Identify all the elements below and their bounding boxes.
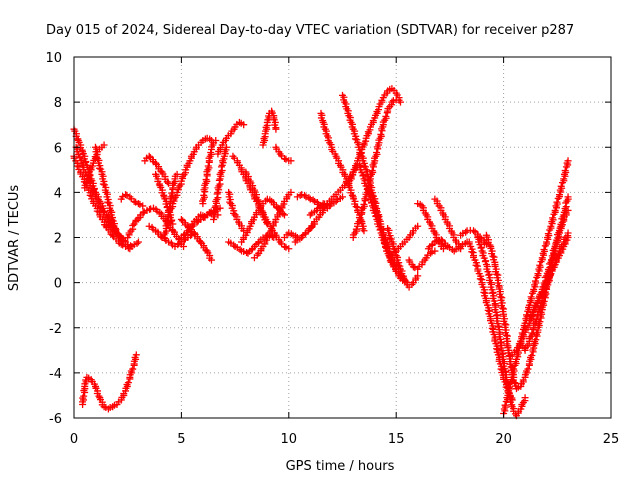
series-markers [474,234,529,420]
series-24 [250,188,295,262]
series-35 [345,85,404,187]
series-markers [465,238,516,404]
series-4 [91,143,119,232]
series-markers [117,191,147,210]
series-markers [141,152,173,187]
series-0 [70,125,130,246]
series-markers [242,168,271,228]
series-markers [70,125,130,246]
series-markers [366,188,409,284]
y-tick-label: 4 [54,186,62,201]
series-32 [317,109,336,151]
series-markers [306,193,346,219]
series-38 [366,188,409,284]
series-markers [317,109,336,151]
series-markers [405,247,439,273]
series-8 [141,152,173,187]
series-16 [198,136,220,208]
series-40 [392,222,422,255]
x-axis-label: GPS time / hours [286,459,395,474]
series-markers [293,191,331,212]
series-markers [165,134,215,219]
y-tick-label: -4 [49,367,62,382]
y-tick-label: 2 [54,232,62,247]
series-31 [306,193,346,219]
series-markers [525,234,572,323]
series-markers [91,143,119,232]
x-axis-ticks: 0 5 10 15 20 25 [70,57,619,447]
series-markers [384,224,422,291]
series-23 [242,168,271,228]
series-markers [500,157,572,417]
series-markers [79,351,140,413]
series-52 [525,234,572,323]
series-41 [405,247,439,273]
series-18 [214,118,248,158]
y-tick-label: 8 [54,96,62,111]
series-5 [104,211,142,251]
series-39 [384,224,422,291]
series-markers [431,195,465,253]
x-tick-label: 0 [70,432,78,447]
series-12 [165,134,215,219]
series-markers [345,85,404,187]
y-tick-label: -2 [49,322,62,337]
series-26 [272,143,295,165]
x-tick-label: 10 [281,432,298,447]
chart-title: Day 015 of 2024, Sidereal Day-to-day VTE… [46,23,574,38]
y-tick-label: -6 [49,412,62,427]
y-axis-ticks: -6 -4 -2 0 2 4 6 8 10 [45,51,611,427]
series-markers [210,143,231,223]
y-tick-label: 6 [54,141,62,156]
series-19 [225,188,248,235]
y-axis-label: SDTVAR / TECUs [7,185,22,292]
series-46 [465,238,516,404]
series-markers [250,188,295,262]
series-44 [431,195,465,253]
series-53 [79,351,140,413]
series-6 [117,191,147,210]
series-47 [474,234,529,420]
data-series [70,85,572,420]
series-markers [104,211,142,251]
x-tick-label: 25 [603,432,620,447]
series-markers [259,107,280,149]
series-markers [198,136,220,208]
series-markers [214,118,248,158]
series-markers [272,143,295,165]
x-tick-label: 5 [177,432,185,447]
x-tick-label: 15 [388,432,405,447]
series-markers [392,222,422,255]
y-tick-label: 10 [45,51,62,66]
series-29 [293,191,331,212]
x-tick-label: 20 [495,432,512,447]
y-tick-label: 0 [54,277,62,292]
series-49 [500,157,572,417]
series-markers [225,188,248,235]
series-25 [259,107,280,149]
series-17 [210,143,231,223]
